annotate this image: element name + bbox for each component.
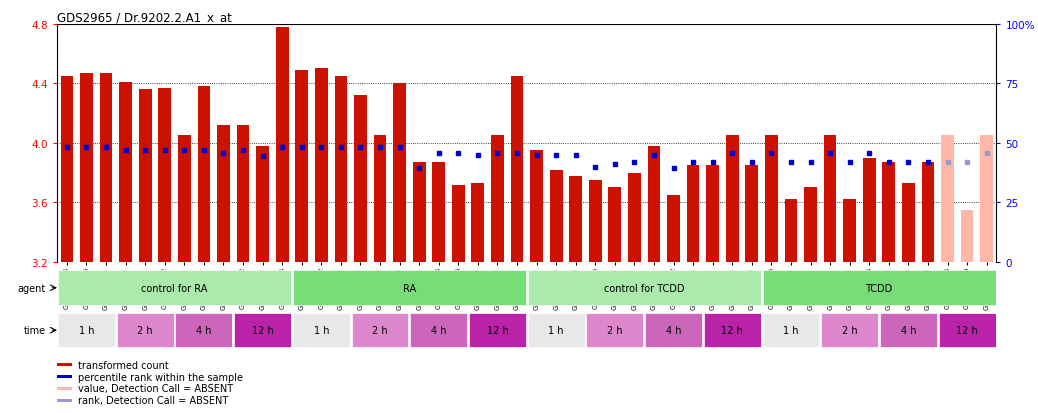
Text: 12 h: 12 h [251, 325, 273, 335]
Bar [352, 314, 408, 347]
Bar [938, 314, 995, 347]
Bar [804, 188, 817, 262]
Bar [843, 200, 856, 262]
Bar [745, 166, 758, 262]
Bar [334, 77, 348, 262]
Bar [60, 77, 74, 262]
Bar [765, 136, 777, 262]
Text: control for RA: control for RA [141, 283, 208, 293]
Bar [863, 158, 876, 262]
Bar [527, 271, 761, 306]
Bar [235, 314, 291, 347]
Text: GDS2965 / Dr.9202.2.A1_x_at: GDS2965 / Dr.9202.2.A1_x_at [57, 11, 231, 24]
Bar [159, 89, 171, 262]
Text: 4 h: 4 h [901, 325, 917, 335]
Text: 1 h: 1 h [548, 325, 564, 335]
Bar [608, 188, 621, 262]
Bar [821, 314, 878, 347]
Bar [58, 271, 291, 306]
Text: 2 h: 2 h [137, 325, 153, 335]
Text: percentile rank within the sample: percentile rank within the sample [78, 372, 243, 382]
Bar [961, 210, 974, 262]
Text: 1 h: 1 h [313, 325, 329, 335]
Bar [175, 314, 233, 347]
Bar [471, 184, 484, 262]
Bar [530, 151, 543, 262]
Bar [80, 74, 92, 262]
Bar [117, 314, 173, 347]
Text: agent: agent [18, 283, 46, 293]
Text: 12 h: 12 h [487, 325, 509, 335]
Bar [706, 166, 719, 262]
Bar [726, 136, 739, 262]
Bar [393, 84, 406, 262]
Bar [902, 184, 914, 262]
Bar [100, 74, 112, 262]
Text: transformed count: transformed count [78, 360, 168, 370]
Text: 4 h: 4 h [196, 325, 212, 335]
Bar [139, 90, 152, 262]
Bar [763, 314, 819, 347]
Bar [57, 375, 72, 378]
Bar [648, 147, 660, 262]
Bar [276, 28, 289, 262]
Text: time: time [24, 325, 46, 335]
Bar [628, 173, 640, 262]
Bar [570, 176, 582, 262]
Text: 12 h: 12 h [956, 325, 978, 335]
Text: 2 h: 2 h [842, 325, 857, 335]
Bar [452, 185, 465, 262]
Bar [667, 195, 680, 262]
Bar [882, 163, 895, 262]
Bar [491, 136, 503, 262]
Bar [704, 314, 761, 347]
Text: 2 h: 2 h [373, 325, 388, 335]
Bar [197, 87, 211, 262]
Text: 4 h: 4 h [431, 325, 446, 335]
Bar [57, 387, 72, 390]
Bar [824, 136, 837, 262]
Bar [413, 163, 426, 262]
Text: 12 h: 12 h [721, 325, 743, 335]
Bar [410, 314, 467, 347]
Bar [922, 163, 934, 262]
Bar [941, 136, 954, 262]
Bar [527, 314, 584, 347]
Bar [589, 180, 602, 262]
Bar [57, 363, 72, 366]
Bar [315, 69, 328, 262]
Bar [511, 77, 523, 262]
Bar [550, 170, 563, 262]
Bar [296, 71, 308, 262]
Text: rank, Detection Call = ABSENT: rank, Detection Call = ABSENT [78, 395, 228, 405]
Bar [293, 314, 350, 347]
Text: RA: RA [403, 283, 416, 293]
Bar [469, 314, 526, 347]
Text: 2 h: 2 h [607, 325, 623, 335]
Bar [687, 166, 700, 262]
Bar [785, 200, 797, 262]
Text: 4 h: 4 h [665, 325, 681, 335]
Bar [177, 136, 191, 262]
Text: 1 h: 1 h [784, 325, 798, 335]
Text: value, Detection Call = ABSENT: value, Detection Call = ABSENT [78, 384, 233, 394]
Bar [880, 314, 936, 347]
Text: 1 h: 1 h [79, 325, 94, 335]
Bar [374, 136, 386, 262]
Bar [293, 271, 526, 306]
Text: TCDD: TCDD [866, 283, 893, 293]
Bar [119, 83, 132, 262]
Bar [763, 271, 995, 306]
Bar [58, 314, 115, 347]
Bar [354, 96, 366, 262]
Bar [646, 314, 702, 347]
Bar [586, 314, 644, 347]
Bar [980, 136, 993, 262]
Bar [256, 147, 269, 262]
Bar [217, 126, 229, 262]
Bar [433, 163, 445, 262]
Text: control for TCDD: control for TCDD [604, 283, 684, 293]
Bar [237, 126, 249, 262]
Bar [57, 399, 72, 402]
